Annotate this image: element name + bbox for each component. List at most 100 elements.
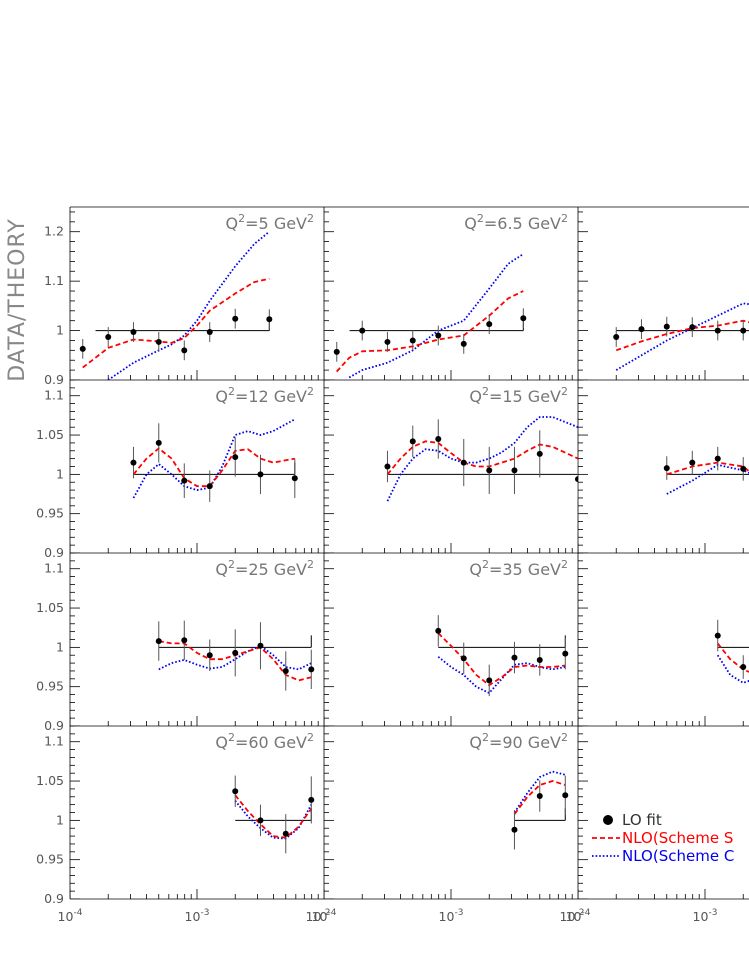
data-point — [155, 338, 162, 345]
panel: Q2=4 — [578, 553, 749, 726]
y-tick-label: 1.05 — [36, 427, 64, 442]
x-tick-exp: -4 — [581, 908, 590, 918]
data-point — [291, 475, 298, 482]
x-tick-exp: -3 — [454, 908, 463, 918]
panel-title: Q2=12 GeV2 — [215, 385, 314, 406]
data-point — [460, 340, 467, 347]
x-tick-label: 10-3 — [693, 908, 718, 924]
data-point — [359, 327, 366, 334]
title-text: =15 GeV — [489, 387, 561, 406]
title-q: Q — [226, 214, 239, 233]
panel-title: Q2=60 GeV2 — [215, 731, 314, 752]
y-tick-label: 1.1 — [44, 734, 64, 749]
data-point — [562, 792, 569, 799]
nlo-scheme-c-curve — [437, 656, 566, 695]
data-point — [130, 329, 137, 336]
data-point — [714, 632, 721, 639]
data-point — [435, 332, 442, 339]
data-point — [257, 471, 264, 478]
title-q: Q — [469, 733, 482, 752]
panel-title: Q2=6.5 GeV2 — [464, 212, 568, 233]
y-tick-label: 0.95 — [36, 852, 64, 867]
data-point — [638, 326, 645, 333]
data-point — [409, 337, 416, 344]
title-q: Q — [469, 560, 482, 579]
nlo-scheme-s-curve — [437, 632, 566, 687]
data-point — [282, 830, 289, 837]
x-tick-label: 10-2 — [306, 908, 331, 924]
title-text: =90 GeV — [489, 733, 561, 752]
title-sup: 2 — [228, 385, 235, 398]
panel: Q2=90 GeV2 — [324, 726, 573, 899]
data-point — [486, 677, 493, 684]
y-tick-label: 0.95 — [36, 679, 64, 694]
panel-title: Q2=5 GeV2 — [226, 212, 314, 233]
nlo-scheme-s-curve — [132, 447, 295, 488]
data-point — [308, 796, 315, 803]
y-tick-label: 0.9 — [44, 718, 64, 733]
data-point — [308, 666, 315, 673]
nlo-scheme-c-curve — [386, 416, 578, 502]
title-q: Q — [464, 214, 477, 233]
y-tick-label: 0.95 — [36, 506, 64, 521]
panel-content — [578, 380, 749, 553]
panel-title: Q2=15 GeV2 — [469, 385, 568, 406]
panel-content — [324, 380, 578, 553]
data-point — [384, 463, 391, 470]
title-text: =25 GeV — [235, 560, 307, 579]
data-point — [460, 459, 467, 466]
panel-content — [70, 211, 319, 380]
panel: Q2=35 GeV2 — [324, 553, 573, 726]
data-point — [333, 348, 340, 355]
data-point — [511, 826, 518, 833]
panel-content — [70, 726, 319, 899]
nlo-scheme-s-curve — [82, 277, 270, 369]
data-point — [714, 327, 721, 334]
y-tick-label: 1 — [56, 639, 64, 654]
data-point — [155, 439, 162, 446]
panel-title: Q2=25 GeV2 — [215, 558, 314, 579]
data-point — [714, 455, 721, 462]
title-q: Q — [469, 387, 482, 406]
title-text: =5 GeV — [245, 214, 307, 233]
panel: Q2=8 — [578, 211, 749, 380]
data-point — [536, 450, 543, 457]
y-tick-label: 1.1 — [44, 388, 64, 403]
data-point — [511, 467, 518, 474]
x-tick-label: 10-3 — [185, 908, 210, 924]
title-text: =35 GeV — [489, 560, 561, 579]
title-sup2: 2 — [307, 385, 314, 398]
nlo-scheme-c-curve — [615, 302, 749, 371]
x-tick-base: 10 — [693, 909, 709, 924]
data-point — [206, 483, 213, 490]
title-sup2: 2 — [307, 558, 314, 571]
panel-content — [70, 553, 319, 726]
panel-content — [324, 553, 573, 726]
panel: Q2=2 — [578, 380, 749, 553]
data-point — [740, 327, 747, 334]
x-tick-label: 10-4 — [58, 908, 83, 924]
data-point — [536, 792, 543, 799]
x-tick-base: 10 — [306, 909, 322, 924]
data-point — [79, 345, 86, 352]
y-tick-label: 1.05 — [36, 600, 64, 615]
data-point — [206, 652, 213, 659]
nlo-scheme-s-curve — [234, 794, 313, 839]
data-point — [181, 477, 188, 484]
panel-content — [578, 553, 749, 726]
x-tick-exp: -2 — [321, 908, 330, 918]
x-tick-base: 10 — [185, 909, 201, 924]
legend-label-scheme-c: NLO(Scheme C — [622, 847, 734, 865]
title-sup: 2 — [228, 731, 235, 744]
legend-label-scheme-s: NLO(Scheme S — [622, 829, 733, 847]
panel: 0.911.11.2 Q2=5 GeV2 — [44, 211, 319, 387]
data-point — [232, 788, 239, 795]
data-point — [663, 465, 670, 472]
y-tick-label: 1.2 — [44, 224, 64, 239]
y-axis-label: DATA/THEORY — [5, 218, 30, 382]
